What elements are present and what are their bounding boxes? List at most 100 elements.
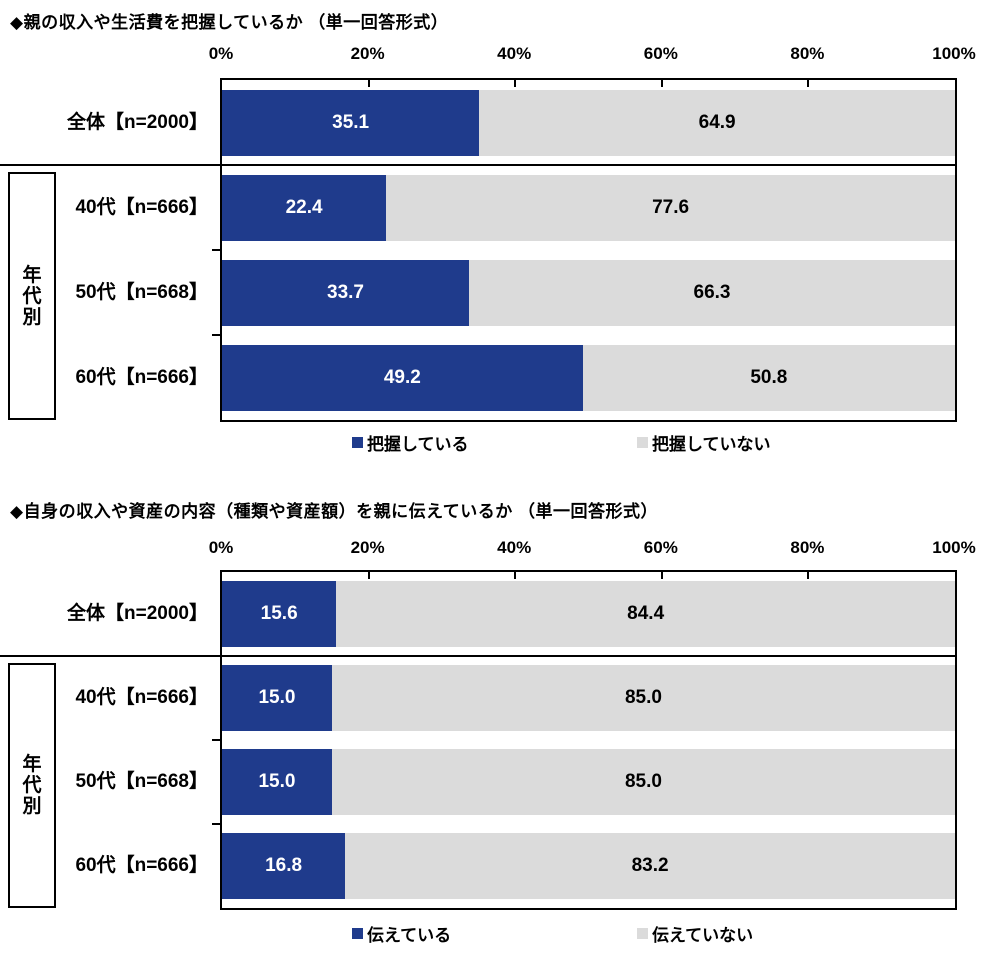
group-label-char: 年 [22,754,42,775]
plot-area: 35.1 64.9 22.4 77.6 33.7 66.3 49.2 50.8 [220,78,957,422]
chart-title: ◆自身の収入や資産の内容（種類や資産額）を親に伝えているか （単一回答形式） [10,502,658,521]
x-axis-tick-label: 20% [350,44,385,63]
chart-section-top: ◆親の収入や生活費を把握しているか （単一回答形式） 0% 20% 40% 60% 80… [0,13,976,456]
bar-value-label: 15.0 [258,687,296,708]
bar-value-label: 66.3 [693,281,731,303]
category-label: 60代【n=666】 [75,366,208,388]
category-label: 40代【n=666】 [75,196,208,218]
bar-segment-把握している: 49.2 [222,344,583,411]
bar-value-label: 35.1 [332,111,370,133]
bar-segment-把握していない: 50.8 [582,344,955,411]
group-label-box: 年代別 [8,172,56,420]
legend-label: 把握している [367,435,469,454]
bar-segment-伝えている: 15.6 [222,581,337,647]
bar-value-label: 16.8 [265,855,303,876]
bar-segment-把握している: 22.4 [222,174,387,241]
legend-label: 伝えていない [652,926,754,945]
axis-tick-mark [514,80,517,87]
bar-value-label: 33.7 [327,281,364,303]
bar-value-label: 15.6 [260,603,298,624]
group-label-box: 年代別 [8,663,56,908]
category-separator-line [0,655,957,657]
x-axis-tick-label: 0% [208,538,234,557]
bar-segment-伝えていない: 84.4 [336,581,955,647]
bar-value-label: 83.2 [631,855,669,876]
bar-segment-把握していない: 66.3 [469,259,955,326]
bar-row: 49.2 50.8 [222,344,955,411]
bar-segment-伝えていない: 83.2 [345,833,955,899]
axis-tick-mark [807,572,810,579]
x-axis-tick-label: 60% [643,538,678,557]
legend-label: 伝えている [367,926,452,945]
x-axis-tick-label: 100% [932,538,976,557]
category-separator-line [0,164,957,166]
bar-row: 15.0 85.0 [222,665,955,731]
x-axis-tick-label: 20% [350,538,385,557]
category-tick-mark [212,739,222,741]
bar-row: 16.8 83.2 [222,833,955,899]
category-label: 全体【n=2000】 [67,603,208,624]
plot-area: 15.6 84.4 15.0 85.0 15.0 85.0 16.8 83.2 [220,570,957,910]
axis-tick-mark [367,572,370,579]
legend-item: 把握していない [637,430,771,455]
bar-segment-把握している: 33.7 [222,259,470,326]
bar-segment-把握している: 35.1 [222,89,480,156]
x-axis-tick-label: 80% [790,538,825,557]
bar-value-label: 22.4 [285,196,323,218]
bar-row: 15.6 84.4 [222,581,955,647]
legend-item: 伝えている [352,921,451,946]
x-axis-tick-label: 40% [497,44,532,63]
category-label: 50代【n=668】 [75,771,208,792]
bar-segment-伝えている: 15.0 [222,749,332,815]
group-label-char: 年 [22,264,42,286]
legend-item: 把握している [352,430,469,455]
axis-tick-mark [660,572,663,579]
x-axis-tick-label: 40% [497,538,532,557]
x-axis-tick-label: 100% [932,44,976,63]
bar-row: 35.1 64.9 [222,89,955,156]
x-axis-tick-label: 0% [208,44,234,63]
legend-marker-icon [352,928,363,939]
bar-row: 15.0 85.0 [222,749,955,815]
legend: 把握している 把握していない [220,430,957,456]
legend: 伝えている 伝えていない [220,921,957,947]
axis-tick-mark [514,572,517,579]
bar-segment-伝えていない: 85.0 [331,749,955,815]
legend-marker-icon [352,437,363,448]
legend-label: 把握していない [652,435,771,454]
legend-marker-icon [637,928,648,939]
bar-value-label: 85.0 [624,687,662,708]
bar-value-label: 50.8 [750,366,788,388]
chart-section-bottom: ◆自身の収入や資産の内容（種類や資産額）を親に伝えているか （単一回答形式） 0… [0,481,1000,962]
group-label-char: 別 [22,796,42,817]
bar-segment-伝えている: 16.8 [222,833,346,899]
bar-value-label: 85.0 [624,771,662,792]
bar-value-label: 77.6 [652,196,690,218]
category-label: 50代【n=668】 [75,281,208,303]
category-tick-mark [212,334,222,336]
axis-tick-mark [367,80,370,87]
legend-item: 伝えていない [637,921,753,946]
category-label: 60代【n=666】 [75,855,208,876]
bar-value-label: 49.2 [383,366,421,388]
category-tick-mark [212,823,222,825]
x-axis-tick-label: 80% [790,44,825,63]
bar-segment-伝えていない: 85.0 [331,665,955,731]
bar-segment-把握していない: 77.6 [386,174,955,241]
bar-segment-把握していない: 64.9 [479,89,955,156]
x-axis-tick-label: 60% [643,44,678,63]
axis-tick-mark [807,80,810,87]
group-label-char: 別 [22,306,42,328]
bar-value-label: 64.9 [698,111,736,133]
bar-value-label: 15.0 [258,771,296,792]
bar-value-label: 84.4 [627,603,665,624]
chart-title: ◆親の収入や生活費を把握しているか （単一回答形式） [10,13,449,32]
category-tick-mark [212,249,222,251]
category-label: 全体【n=2000】 [67,111,208,133]
legend-marker-icon [637,437,648,448]
group-label-char: 代 [22,285,42,307]
bar-segment-伝えている: 15.0 [222,665,332,731]
bar-row: 22.4 77.6 [222,174,955,241]
bar-row: 33.7 66.3 [222,259,955,326]
category-label: 40代【n=666】 [75,687,208,708]
